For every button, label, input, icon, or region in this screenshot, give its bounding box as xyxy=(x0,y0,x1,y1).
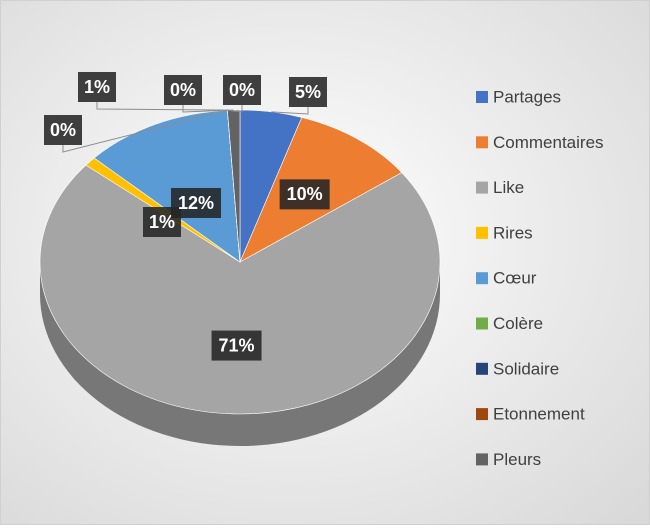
pie-tops xyxy=(39,109,441,415)
leader-line xyxy=(227,105,243,113)
data-label-box xyxy=(78,72,116,102)
data-labels: 5%10%71%1%12%0%0% 0%1% xyxy=(44,72,330,361)
data-label: 10% xyxy=(287,184,323,204)
data-label-box xyxy=(211,330,262,361)
data-label: 1% xyxy=(149,212,175,232)
legend-label: Colère xyxy=(493,314,543,333)
data-label-box xyxy=(279,179,330,210)
data-label: 0% xyxy=(229,80,255,100)
data-label-box xyxy=(223,75,261,105)
legend-label: Etonnement xyxy=(493,405,585,424)
pie-sides xyxy=(40,262,440,446)
leader-line xyxy=(271,107,309,115)
legend-swatch xyxy=(476,181,488,194)
legend-label: Solidaire xyxy=(493,359,559,378)
legend-label: Rires xyxy=(493,223,533,242)
data-label: 5% xyxy=(295,82,321,102)
legend-label: Cœur xyxy=(493,269,537,288)
data-label-box xyxy=(289,77,327,107)
slice xyxy=(39,164,441,415)
legend-swatch xyxy=(476,272,488,285)
legend-swatch xyxy=(476,226,488,239)
legend-swatch xyxy=(476,453,488,466)
legend-swatch xyxy=(476,408,488,421)
legend-swatch xyxy=(476,362,488,375)
legend-swatch xyxy=(476,317,488,330)
slice-side xyxy=(40,262,440,446)
data-label: 12% xyxy=(178,193,214,213)
legend-label: Commentaires xyxy=(493,133,604,152)
legend: Partages Commentaires Like Rires Cœur Colère S… xyxy=(476,87,604,469)
data-label-box xyxy=(164,75,202,105)
leader-line xyxy=(182,105,228,113)
legend-label: Pleurs xyxy=(493,450,541,469)
data-label: 0% xyxy=(50,120,76,140)
data-label-box xyxy=(171,188,221,218)
data-label: 1% xyxy=(84,77,110,97)
legend-label: Like xyxy=(493,178,524,197)
legend-swatch xyxy=(476,136,488,149)
data-label-box xyxy=(44,115,82,145)
data-label: 0% xyxy=(170,80,196,100)
legend-label: Partages xyxy=(493,87,561,106)
leader-line xyxy=(62,109,228,153)
leader-line xyxy=(96,102,234,111)
legend-swatch xyxy=(476,91,488,103)
data-label: 71% xyxy=(219,335,255,355)
